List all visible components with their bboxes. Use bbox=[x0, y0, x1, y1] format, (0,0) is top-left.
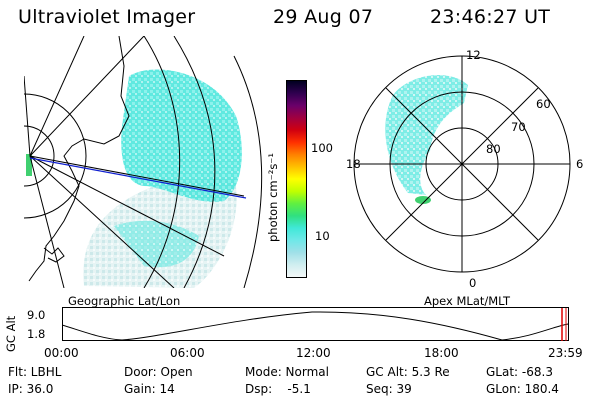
gc-alt-info: GC Alt: 5.3 Re bbox=[366, 365, 450, 379]
xtick-0000: 00:00 bbox=[44, 346, 79, 360]
altitude-ytick-min: 1.8 bbox=[27, 327, 46, 341]
ip-info: IP: 36.0 bbox=[8, 382, 54, 396]
geographic-map bbox=[24, 36, 263, 288]
auroral-oval-right bbox=[385, 74, 468, 195]
door-info: Door: Open bbox=[124, 365, 193, 379]
mlat-label-80: 80 bbox=[486, 142, 501, 156]
instrument-title: Ultraviolet Imager bbox=[18, 6, 196, 28]
glon-info: GLon: 180.4 bbox=[486, 382, 559, 396]
filter-info: Flt: LBHL bbox=[8, 365, 62, 379]
glat-info: GLat: -68.3 bbox=[486, 365, 553, 379]
xtick-1800: 18:00 bbox=[424, 346, 459, 360]
mlat-label-70: 70 bbox=[511, 120, 526, 134]
xtick-0600: 06:00 bbox=[170, 346, 205, 360]
dsp-info: Dsp: -5.1 bbox=[245, 382, 311, 396]
auroral-spot-green-right bbox=[415, 196, 431, 204]
altitude-ylabel: GC Alt bbox=[4, 315, 18, 352]
seq-info: Seq: 39 bbox=[366, 382, 412, 396]
magnetic-caption: Apex MLat/MLT bbox=[424, 294, 511, 308]
date-label: 29 Aug 07 bbox=[273, 6, 374, 28]
altitude-plot bbox=[62, 307, 569, 341]
geographic-caption: Geographic Lat/Lon bbox=[68, 294, 181, 308]
colorbar-tick-10: 10 bbox=[315, 229, 330, 243]
altitude-curve bbox=[62, 311, 569, 341]
altitude-ytick-max: 9.0 bbox=[27, 308, 46, 322]
colorbar bbox=[286, 80, 307, 278]
mode-info: Mode: Normal bbox=[245, 365, 329, 379]
colorbar-tick-100: 100 bbox=[311, 141, 333, 155]
gain-info: Gain: 14 bbox=[124, 382, 175, 396]
xtick-1200: 12:00 bbox=[296, 346, 331, 360]
mlt-label-18: 18 bbox=[346, 157, 361, 171]
magnetic-polar-plot bbox=[353, 55, 571, 273]
mlt-label-12: 12 bbox=[466, 48, 481, 62]
mlt-label-0: 0 bbox=[469, 276, 477, 290]
colorbar-unit-label: photon cm⁻²s⁻¹ bbox=[266, 153, 280, 242]
xtick-2359: 23:59 bbox=[548, 346, 583, 360]
time-label: 23:46:27 UT bbox=[430, 6, 551, 28]
auroral-oval-left bbox=[121, 69, 242, 202]
ground-track bbox=[29, 157, 247, 199]
mlt-label-6: 6 bbox=[576, 157, 584, 171]
auroral-spot-green bbox=[26, 154, 32, 176]
mlat-label-60: 60 bbox=[536, 97, 551, 111]
coastline bbox=[28, 36, 130, 282]
